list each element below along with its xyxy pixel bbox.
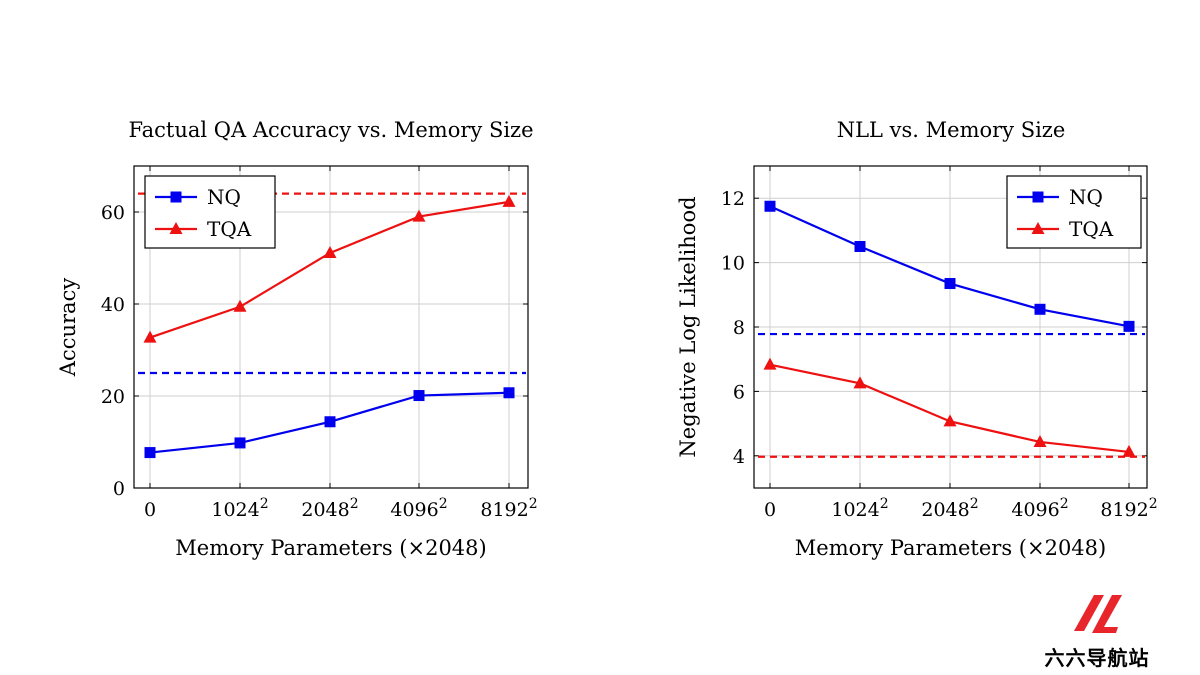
y-tick-label: 8 — [733, 317, 745, 339]
x-tick-label: 10242 — [831, 496, 888, 521]
x-axis-label: Memory Parameters (×2048) — [795, 536, 1106, 560]
y-tick-label: 12 — [721, 188, 745, 210]
legend-marker-nq — [170, 191, 182, 203]
data-point-nq — [854, 241, 866, 252]
data-point-tqa — [233, 299, 247, 312]
legend: NQ TQA — [1006, 175, 1142, 249]
y-tick-label: 0 — [113, 478, 125, 500]
legend-label-nq: NQ — [207, 185, 241, 209]
data-point-nq — [944, 278, 956, 290]
y-tick-label: 60 — [101, 202, 125, 224]
data-point-nq — [1123, 320, 1135, 332]
data-point-nq — [234, 437, 246, 449]
watermark-logo: 六六导航站 — [1032, 591, 1162, 671]
y-tick-label: 10 — [721, 253, 745, 275]
legend-label-tqa: TQA — [207, 217, 252, 241]
data-point-tqa — [1033, 434, 1047, 447]
x-tick-label: 81922 — [1100, 496, 1157, 521]
y-tick-label: 4 — [733, 446, 745, 468]
logo-text: 六六导航站 — [1044, 646, 1150, 670]
x-tick-label: 40962 — [390, 496, 447, 521]
y-axis-label: Negative Log Likelihood — [676, 196, 700, 457]
data-point-tqa — [143, 330, 157, 343]
data-point-tqa — [1122, 444, 1136, 457]
legend-box — [1006, 175, 1142, 249]
logo-stroke-2 — [1092, 595, 1122, 633]
data-point-nq — [764, 200, 776, 212]
legend-label-tqa: TQA — [1069, 217, 1114, 241]
chart-title: Factual QA Accuracy vs. Memory Size — [128, 118, 533, 142]
legend-marker-tqa — [169, 222, 183, 234]
x-tick-label: 0 — [764, 499, 776, 521]
logo-stroke-1 — [1074, 595, 1104, 631]
x-tick-label: 40962 — [1011, 496, 1068, 521]
x-tick-label: 10242 — [211, 496, 268, 521]
x-axis-label: Memory Parameters (×2048) — [175, 536, 486, 560]
y-tick-label: 20 — [101, 386, 125, 408]
legend: NQ TQA — [144, 175, 276, 249]
data-point-tqa — [502, 194, 516, 207]
plot-frame — [133, 165, 529, 489]
legend-label-nq: NQ — [1069, 185, 1103, 209]
y-tick-label: 40 — [101, 294, 125, 316]
data-point-nq — [144, 447, 156, 459]
data-point-tqa — [763, 357, 777, 370]
y-tick-label: 6 — [733, 381, 745, 403]
x-tick-label: 0 — [144, 499, 156, 521]
data-point-nq — [1034, 303, 1046, 315]
x-tick-label: 20482 — [301, 496, 358, 521]
data-point-tqa — [853, 376, 867, 389]
legend-marker-tqa — [1031, 222, 1045, 234]
logo-mark-icon — [1074, 595, 1122, 633]
data-point-tqa — [323, 245, 337, 258]
legend-box — [144, 175, 276, 249]
chart-2: 4 6 8 10 12 0 10242 20482 40962 81922 NLL vs. Memo… — [676, 118, 1158, 560]
chart-1: 0 20 40 60 0 10242 20482 40962 81922 Factual QA A… — [56, 118, 538, 560]
data-point-nq — [324, 416, 336, 428]
x-tick-label: 20482 — [921, 496, 978, 521]
legend-marker-nq — [1032, 191, 1044, 203]
data-point-nq — [413, 390, 425, 402]
x-tick-label: 81922 — [480, 496, 537, 521]
data-point-tqa — [412, 209, 426, 222]
chart-title: NLL vs. Memory Size — [837, 118, 1066, 142]
y-axis-label: Accuracy — [56, 278, 80, 378]
plot-frame — [753, 165, 1148, 489]
data-point-tqa — [943, 414, 957, 427]
data-point-nq — [503, 387, 515, 399]
